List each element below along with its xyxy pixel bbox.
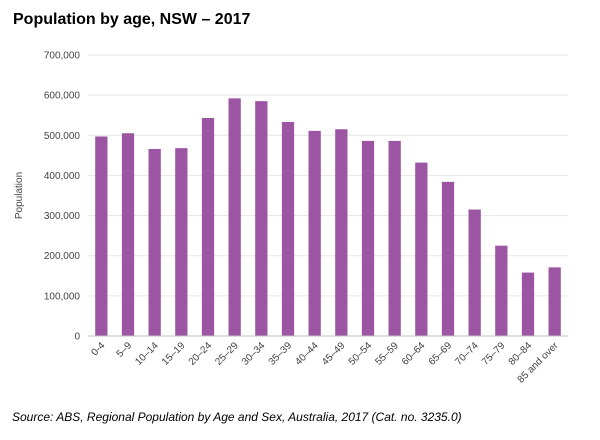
x-tick-label: 45–49: [320, 340, 348, 368]
bar: [201, 118, 215, 336]
bar: [308, 130, 321, 336]
bar: [388, 140, 401, 336]
y-tick-label: 100,000: [44, 291, 81, 302]
chart-title: Population by age, NSW – 2017: [13, 11, 251, 28]
bar: [255, 101, 268, 337]
bar: [415, 162, 428, 336]
x-tick-label: 10–14: [133, 340, 161, 368]
x-tick-label: 20–24: [187, 340, 215, 368]
x-tick-label: 35–39: [267, 340, 295, 368]
bar: [548, 267, 561, 336]
y-tick-label: 0: [74, 332, 80, 343]
bar: [335, 129, 348, 336]
bar: [281, 122, 295, 336]
y-tick-label: 400,000: [44, 171, 81, 182]
x-tick-labels: 0-4 5–9 10–14 15–19 20–24 25–29 30–34 35–39 40–4…: [89, 340, 561, 386]
y-tick-labels: 0 100,000 200,000 300,000 400,000 500,000 600,…: [44, 51, 81, 343]
x-tick-label: 65–69: [427, 340, 455, 368]
bar: [521, 272, 535, 336]
y-tick-label: 200,000: [44, 251, 81, 262]
x-tick-label: 30–34: [240, 340, 268, 368]
bar: [121, 133, 135, 336]
y-axis-title: Population: [14, 172, 25, 219]
x-tick-label: 15–19: [160, 340, 188, 368]
bars: [95, 98, 561, 337]
bar-chart: 0 100,000 200,000 300,000 400,000 500,000 600,…: [14, 51, 568, 386]
bar: [175, 148, 188, 336]
x-tick-label: 40–44: [293, 340, 321, 368]
bar: [361, 140, 375, 336]
y-tick-label: 700,000: [44, 51, 81, 62]
x-tick-label: 70–74: [453, 340, 481, 368]
y-tick-label: 300,000: [44, 211, 81, 222]
bar: [228, 98, 241, 337]
x-tick-label: 50–54: [347, 340, 375, 368]
y-tick-label: 600,000: [44, 91, 81, 102]
gridlines: [88, 54, 568, 297]
bar: [441, 181, 455, 336]
bar: [468, 209, 481, 336]
source-note: Source: ABS, Regional Population by Age …: [12, 410, 462, 424]
x-tick-label: 25–29: [213, 340, 241, 368]
x-tick-label: 55–59: [373, 340, 401, 368]
x-tick-label: 75–79: [480, 340, 508, 368]
bar: [495, 245, 508, 336]
y-tick-label: 500,000: [44, 131, 81, 142]
x-tick-label: 60–64: [400, 340, 428, 368]
x-tick-label: 5–9: [115, 340, 135, 360]
bar: [95, 136, 108, 336]
x-tick-label: 0-4: [89, 340, 107, 358]
bar: [148, 148, 161, 336]
